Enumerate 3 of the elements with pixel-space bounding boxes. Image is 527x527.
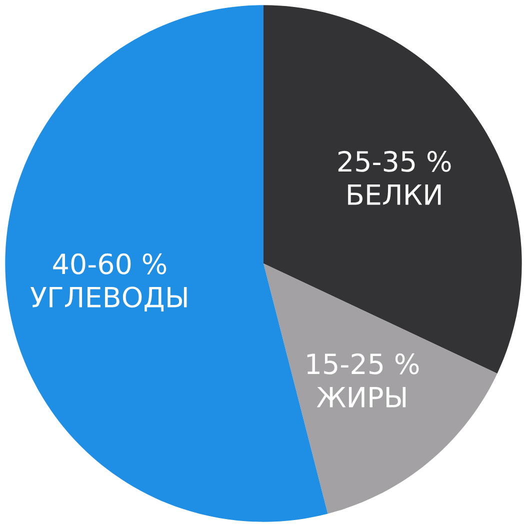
slice-label: 15-25 % ЖИРЫ [307, 353, 419, 408]
slice-label: 40-60 % УГЛЕВОДЫ [30, 253, 187, 312]
slice-label: 25-35 % БЕЛКИ [338, 150, 451, 205]
